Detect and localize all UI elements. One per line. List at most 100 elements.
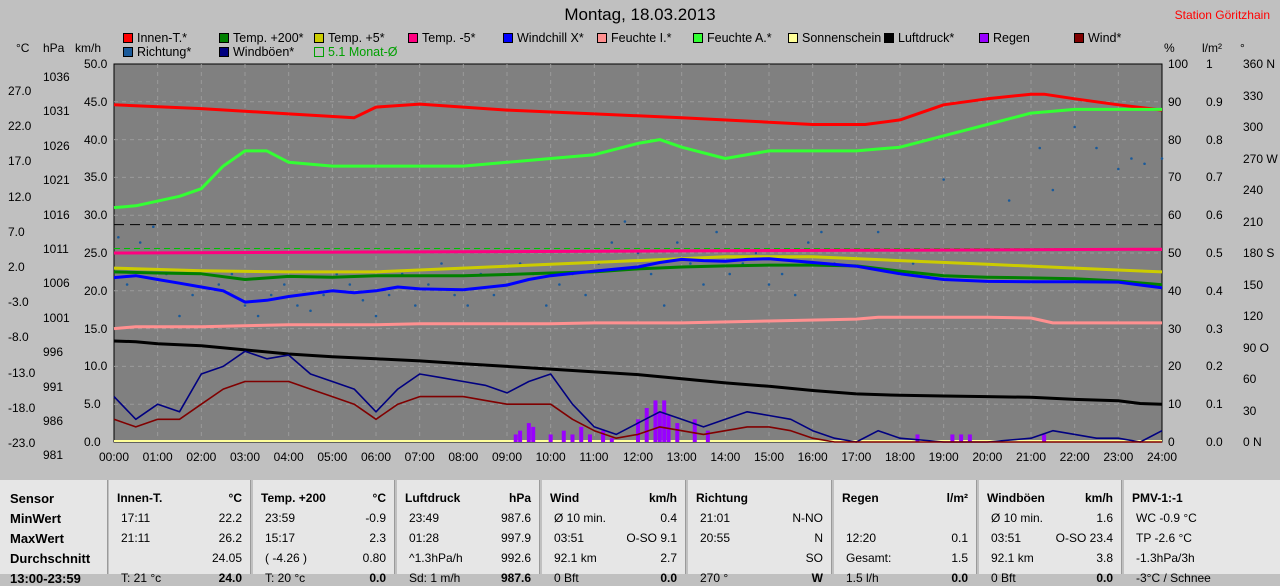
stats-cell-value: N: [814, 531, 823, 545]
series-wind: [113, 380, 1162, 443]
stats-block: Luftdruck hPa 23:49 987.6 01:28 997.9 ^1.3hPa/…: [397, 480, 540, 585]
tick-pct: 20: [1168, 359, 1182, 374]
stats-block: Wind km/h Ø 10 min. 0.4 03:51 O-SO 9.1 92.1 km…: [542, 480, 686, 585]
direction-point: [453, 293, 456, 297]
tick-hpa: 996: [43, 345, 64, 360]
rain-bar: [587, 434, 592, 442]
tick-direction: 60: [1243, 372, 1257, 386]
direction-point: [623, 220, 627, 223]
stats-cell-value: O-SO 23.4: [1055, 531, 1113, 545]
stats-cell-value: 0.0: [369, 571, 386, 585]
legend-item: Temp. +200*: [219, 31, 304, 45]
unit-hpa: hPa: [43, 41, 65, 55]
legend-swatch: [123, 47, 133, 57]
tick-hpa: 1036: [43, 70, 70, 84]
stats-cell-value: 22.2: [218, 511, 242, 525]
rain-bar: [609, 438, 614, 442]
direction-point: [545, 304, 548, 307]
tick-time: 05:00: [317, 450, 348, 464]
stats-cell-label: -1.3hPa/3h: [1136, 551, 1195, 565]
tick-time: 10:00: [535, 450, 566, 464]
tick-direction: 180 S: [1243, 246, 1275, 260]
direction-point: [230, 272, 234, 276]
stats-cell-label: 21:01: [700, 511, 731, 525]
unit-pct: %: [1164, 41, 1175, 55]
stats-cell-label: 92.1 km: [991, 551, 1034, 565]
legend-label: Windchill X*: [517, 31, 584, 45]
tick-direction: 270 W: [1243, 151, 1278, 166]
stats-cell-label: 03:51: [554, 531, 585, 545]
stats-cell-value: N-NO: [792, 511, 823, 525]
tick-hpa: 1011: [43, 242, 69, 256]
direction-point: [728, 272, 731, 276]
rain-bar: [601, 430, 606, 442]
tick-hpa: 986: [43, 414, 64, 428]
rain-bar: [531, 426, 536, 442]
direction-point: [1117, 167, 1120, 171]
series-temp-200: [113, 263, 1163, 287]
stats-block: Regen l/m² 12:20 0.1 Gesamt: 1.5 1.5 l/h 0.0: [834, 480, 977, 585]
direction-point: [649, 272, 653, 276]
tick-direction: 210: [1243, 214, 1264, 229]
legend-label: Temp. +200*: [233, 31, 304, 45]
tick-direction: 120: [1243, 309, 1264, 323]
legend-swatch: [979, 33, 989, 43]
legend-swatch: [314, 47, 324, 57]
station-name: Station Göritzhain: [1174, 8, 1270, 22]
direction-point: [191, 293, 194, 297]
tick-direction: 360 N: [1243, 57, 1276, 71]
tick-rain: 0.5: [1206, 246, 1223, 260]
legend-swatch: [408, 33, 418, 43]
stats-cell-label: ^1.3hPa/h: [409, 551, 463, 565]
stats-block: Temp. +200 °C 23:59 -0.9 15:17 2.3 ( -4.26 ) 0.…: [253, 480, 395, 585]
stats-cell-value: 0.80: [362, 551, 386, 565]
direction-point: [466, 304, 470, 307]
stats-cell-label: 0 Bft: [991, 571, 1016, 585]
tick-time: 17:00: [841, 450, 872, 464]
legend-label: Innen-T.*: [137, 31, 188, 45]
rain-bar: [644, 407, 649, 442]
stats-cell-value: 0.4: [660, 511, 677, 525]
direction-point: [348, 283, 352, 286]
legend-swatch: [503, 33, 513, 43]
stats-block-title: Temp. +200: [261, 491, 326, 505]
direction-point: [911, 262, 915, 265]
tick-hpa: 1021: [43, 173, 70, 188]
stats-cell-label: 03:51: [991, 531, 1022, 545]
stats-cell-label: 1.5 l/h: [846, 571, 879, 585]
series-temp-5: [113, 247, 1163, 255]
direction-point: [243, 304, 247, 307]
legend-swatch: [219, 47, 229, 57]
direction-point: [322, 293, 325, 297]
legend-label: 5.1 Monat-Ø: [328, 45, 398, 59]
tick-kmh: 35.0: [84, 170, 108, 185]
stats-block-unit: hPa: [508, 491, 531, 505]
stats-block-unit: °C: [228, 491, 242, 505]
tick-time: 00:00: [99, 450, 130, 464]
stats-cell-label: Ø 10 min.: [991, 511, 1044, 525]
tick-time: 21:00: [1016, 450, 1047, 464]
tick-hpa: 991: [43, 379, 64, 394]
tick-hpa: 1006: [43, 276, 70, 291]
tick-time: 06:00: [361, 450, 392, 464]
tick-direction: 0 N: [1243, 435, 1262, 449]
unit-rain: l/m²: [1202, 41, 1222, 55]
stats-block: Windböen km/h Ø 10 min. 1.6 03:51 O-SO 23.4 92…: [979, 480, 1122, 585]
series-feuchte-a: [113, 107, 1162, 210]
legend-item: Feuchte A.*: [693, 31, 772, 45]
stats-cell-label: Ø 10 min.: [554, 511, 607, 525]
legend-label: Wind*: [1088, 31, 1122, 45]
stats-cell-label: ( -4.26 ): [265, 551, 308, 565]
stats-block-title: Windböen: [987, 491, 1045, 505]
tick-direction: 150: [1243, 277, 1264, 292]
direction-point: [374, 314, 378, 318]
tick-rain: 0.3: [1206, 321, 1223, 336]
direction-point: [138, 241, 142, 244]
legend-swatch: [219, 33, 229, 43]
legend-label: Luftdruck*: [898, 31, 955, 45]
tick-rain: 0.1: [1206, 397, 1223, 412]
direction-point: [610, 241, 614, 244]
legend-swatch: [1074, 33, 1084, 43]
legend-item: Windchill X*: [503, 31, 584, 45]
direction-point: [876, 230, 880, 234]
